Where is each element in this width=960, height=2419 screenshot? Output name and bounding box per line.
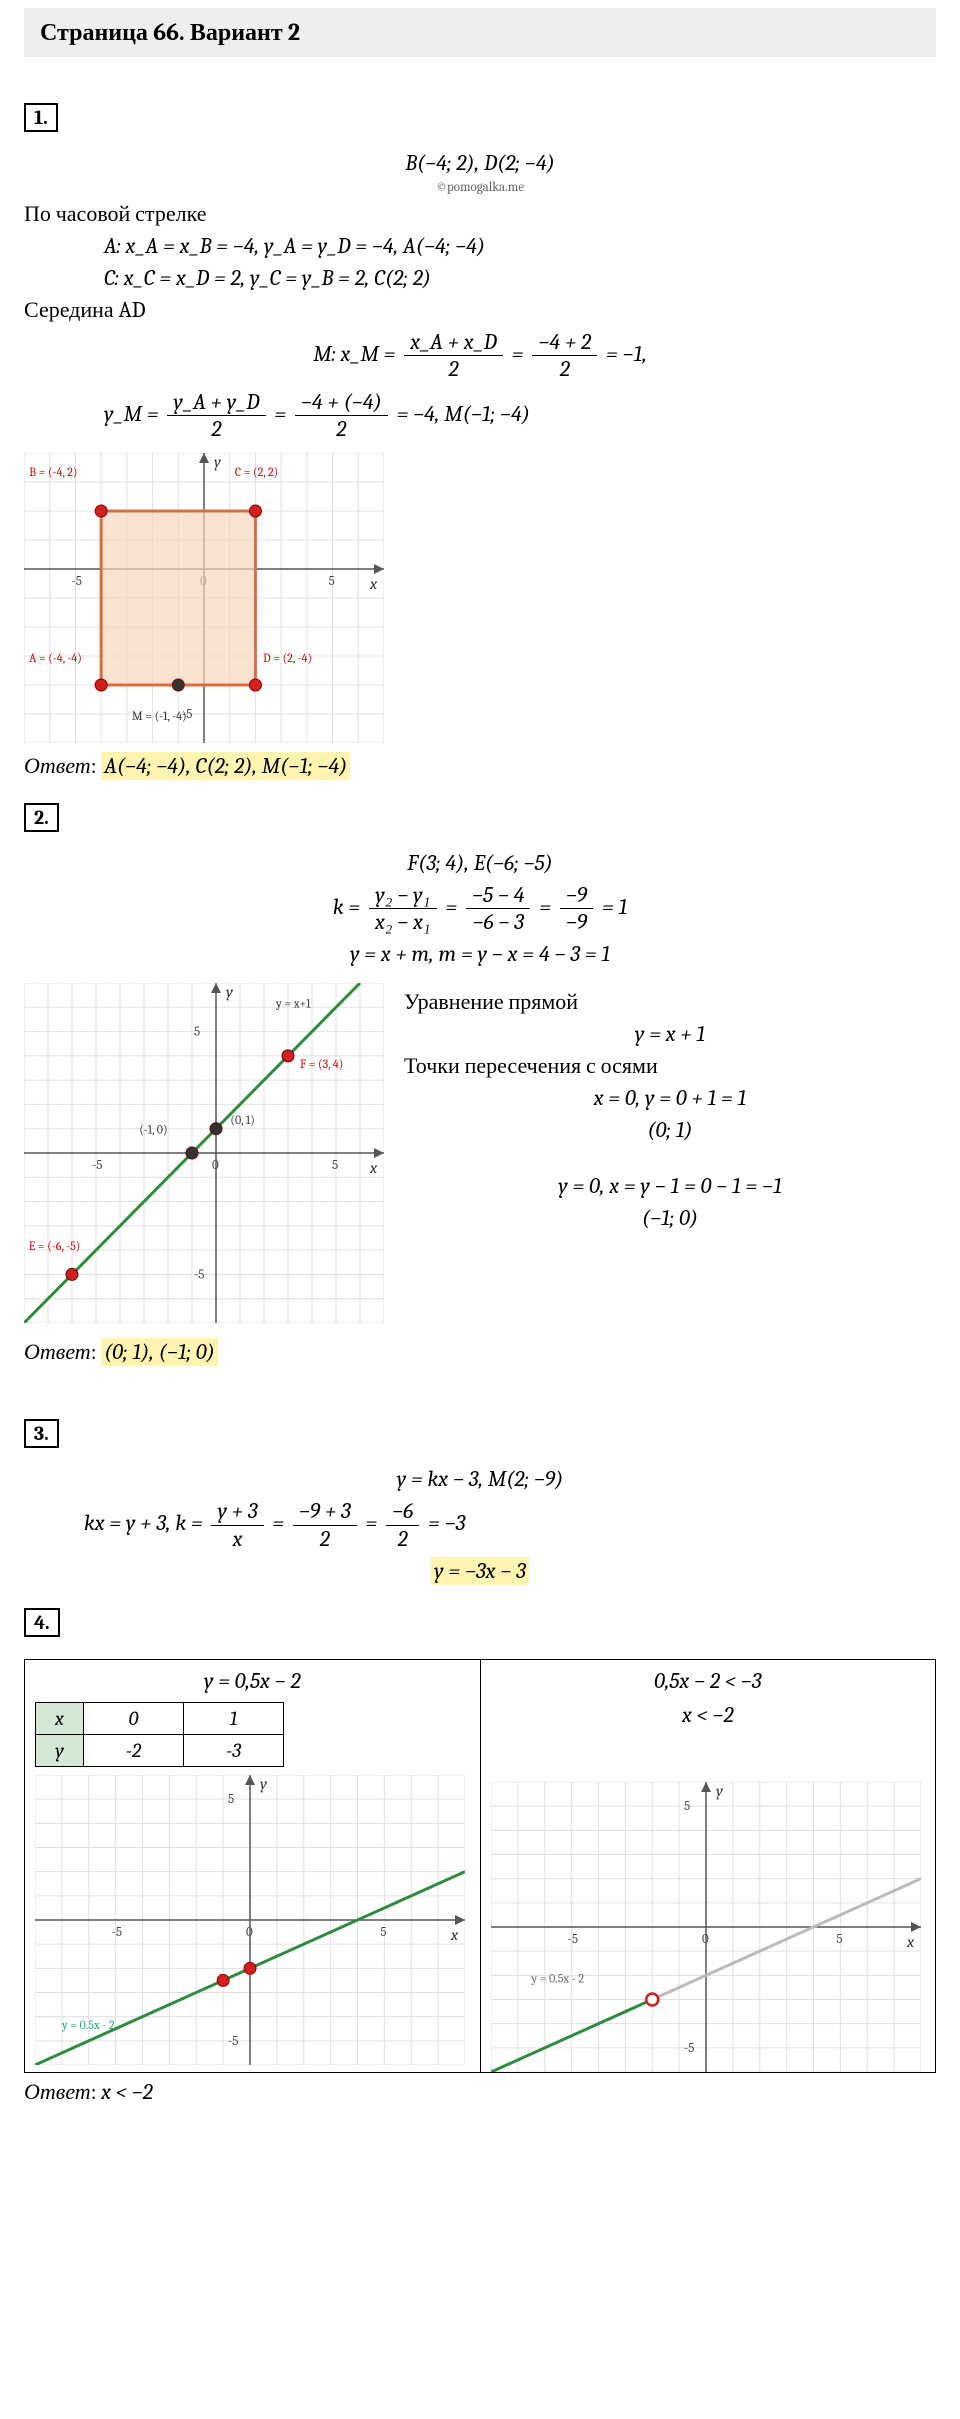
p4-mini-table: x 0 1 y -2 -3 [35,1702,284,1767]
svg-text:x: x [369,1159,378,1177]
svg-text:5: 5 [684,1799,690,1814]
p4-graph-right: x y -5 0 5 -5 5 y = 0.5x - 2 [491,1782,926,2072]
svg-text:0: 0 [702,1932,709,1947]
p1-given: B(−4; 2), D(2; −4) [24,150,936,176]
p2-answer: Ответ: (0; 1), (−1; 0) [24,1339,936,1365]
p4-right-eq2: x < −2 [491,1702,926,1728]
svg-text:y: y [214,453,221,471]
svg-text:M = (-1, -4): M = (-1, -4) [132,708,187,722]
svg-text:y: y [226,983,233,1001]
svg-text:-5: -5 [228,2034,238,2049]
p2-eq-result: y = x + 1 [404,1021,936,1047]
svg-text:y = 0.5x - 2: y = 0.5x - 2 [61,2018,115,2032]
p2-pt1: (0; 1) [404,1117,936,1143]
svg-text:5: 5 [329,574,335,589]
p3-k: kx = y + 3, k = y + 3x = −9 + 32 = −62 =… [24,1498,936,1552]
p2-graph: x y -5 0 5 -5 5 y = x+1 F = (3, 4) E = (-6, -5) (0… [24,983,384,1323]
problem-number-3: 3. [24,1419,59,1448]
svg-text:(-1, 0): (-1, 0) [139,1123,167,1137]
p1-mx-lhs: M: x_M = [313,341,395,367]
svg-text:5: 5 [228,1792,234,1807]
p1-lineA: A: x_A = x_B = −4, y_A = y_D = −4, A(−4;… [24,233,936,259]
svg-text:E = (-6, -5): E = (-6, -5) [29,1239,81,1253]
p4-graph-left: x y -5 0 5 -5 5 y = 0.5x - 2 [35,1775,470,2065]
svg-text:D = (2, -4): D = (2, -4) [263,650,312,664]
p2-intersect-label: Точки пересечения с осями [404,1053,936,1079]
svg-text:5: 5 [836,1932,842,1947]
svg-text:y: y [260,1775,267,1793]
p3-given: y = kx − 3, M(2; −9) [24,1466,936,1492]
p2-eq-label: Уравнение прямой [404,989,936,1015]
watermark: ©pomogalka.me [24,180,936,195]
svg-text:x: x [906,1933,915,1951]
svg-text:B = (-4, 2): B = (-4, 2) [29,465,77,479]
svg-text:y: y [716,1782,723,1800]
svg-text:C = (2, 2): C = (2, 2) [235,465,278,479]
svg-text:y = x+1: y = x+1 [275,997,311,1011]
svg-text:-5: -5 [112,1925,122,1940]
problem-number-1: 1. [24,103,58,132]
p2-y0: y = 0, x = y − 1 = 0 − 1 = −1 [404,1173,936,1199]
svg-text:(0, 1): (0, 1) [230,1113,254,1127]
p3-answer: y = −3x − 3 [24,1558,936,1584]
svg-text:5: 5 [194,1025,200,1040]
p1-mx: M: x_M = x_A + x_D2 = −4 + 22 = −1, [24,329,936,383]
p2-x0: x = 0, y = 0 + 1 = 1 [404,1085,936,1111]
problem-number-4: 4. [24,1608,60,1637]
svg-text:-5: -5 [71,574,81,589]
p1-clockwise-label: По часовой стрелке [24,201,936,227]
p2-k: k = y₂ − y₁x₂ − x₁ = −5 − 4−6 − 3 = −9−9… [24,882,936,936]
svg-text:x: x [450,1926,459,1944]
svg-text:0: 0 [246,1925,253,1940]
svg-text:x: x [369,575,378,593]
p2-lineform: y = x + m, m = y − x = 4 − 3 = 1 [24,941,936,967]
svg-text:-5: -5 [684,2041,694,2056]
p1-graph: xy-505-5B = (-4, 2)C = (2, 2)A = (-4, -4… [24,453,936,743]
svg-text:5: 5 [380,1925,386,1940]
svg-text:5: 5 [332,1158,338,1173]
p1-answer: Ответ: A(−4; −4), C(2; 2), M(−1; −4) [24,753,936,779]
p2-pt2: (−1; 0) [404,1205,936,1231]
p1-midpoint-label: Середина AD [24,297,936,323]
svg-text:y = 0.5x - 2: y = 0.5x - 2 [530,1972,584,1986]
p4-right-eq1: 0,5x − 2 < −3 [491,1668,926,1694]
p4-left-eq: y = 0,5x − 2 [35,1668,470,1694]
p1-my: y_M = y_A + y_D2 = −4 + (−4)2 = −4, M(−1… [24,389,936,443]
problem-number-2: 2. [24,803,59,832]
svg-text:-5: -5 [194,1268,204,1283]
svg-text:0: 0 [212,1158,219,1173]
svg-text:F = (3, 4): F = (3, 4) [300,1057,343,1071]
p4-answer: Ответ: x < −2 [24,2079,936,2105]
p4-table-outer: y = 0,5x − 2 x 0 1 y -2 -3 x y -5 0 5 -5 5 y = … [24,1659,936,2073]
svg-text:A = (-4, -4): A = (-4, -4) [29,650,82,664]
svg-text:-5: -5 [92,1158,102,1173]
svg-text:-5: -5 [567,1932,577,1947]
page-title: Страница 66. Вариант 2 [24,8,936,57]
p2-given: F(3; 4), E(−6; −5) [24,850,936,876]
p1-lineC: C: x_C = x_D = 2, y_C = y_B = 2, C(2; 2) [24,265,936,291]
